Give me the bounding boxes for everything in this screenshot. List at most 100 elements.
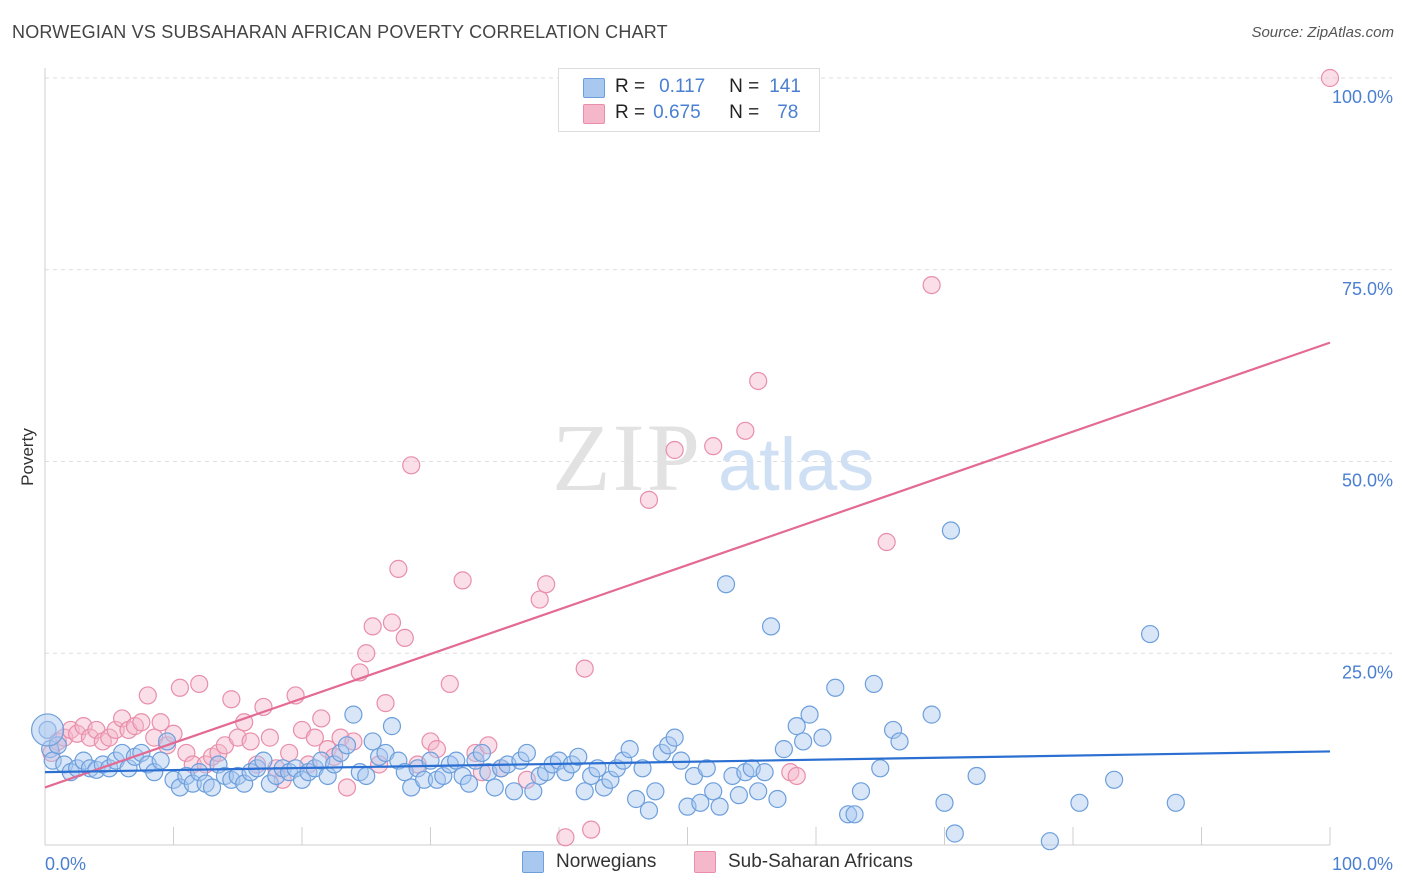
y-tick-label: 25.0%	[1342, 662, 1393, 682]
data-point	[1040, 832, 1059, 851]
data-point	[382, 717, 402, 736]
legend-label-sub-saharan: Sub-Saharan Africans	[728, 851, 913, 872]
data-point	[177, 743, 196, 763]
data-point	[691, 793, 710, 812]
data-point	[138, 686, 157, 705]
data-point	[485, 778, 504, 797]
data-point	[517, 743, 536, 763]
data-point	[736, 421, 755, 440]
data-point	[106, 720, 125, 740]
stats-legend: R = 0.117 N = 141 R = 0.675 N = 78	[558, 68, 820, 132]
data-point	[382, 613, 402, 632]
legend-item-sub-saharan[interactable]: Sub-Saharan Africans	[694, 851, 913, 873]
data-point	[453, 571, 472, 590]
y-tick-label: 75.0%	[1342, 279, 1393, 299]
data-point	[761, 617, 781, 636]
x-tick-label-min: 0.0%	[45, 854, 86, 874]
x-tick-label-max: 100.0%	[1332, 854, 1393, 874]
y-tick-label: 50.0%	[1342, 471, 1393, 491]
data-point	[325, 755, 344, 774]
data-point	[183, 774, 202, 793]
r-label: R =	[615, 102, 646, 123]
n-label: N =	[729, 76, 760, 97]
legend-label-norwegians: Norwegians	[556, 851, 657, 872]
data-point	[749, 782, 768, 801]
data-point	[524, 782, 543, 801]
data-point	[389, 559, 408, 578]
data-point	[768, 789, 787, 809]
data-point	[440, 674, 459, 694]
data-point	[1070, 793, 1089, 812]
data-point	[890, 732, 909, 751]
data-point	[504, 782, 524, 801]
data-point	[967, 766, 986, 786]
data-point	[871, 759, 890, 778]
data-point	[337, 736, 357, 755]
data-point	[569, 747, 588, 766]
data-point	[202, 778, 222, 797]
legend-swatch-norwegians	[522, 851, 544, 873]
data-point	[614, 751, 633, 770]
data-point	[575, 782, 594, 801]
data-point	[190, 674, 209, 694]
data-point	[620, 740, 639, 759]
chart-title: NORWEGIAN VS SUBSAHARAN AFRICAN POVERTY …	[12, 22, 668, 42]
stats-legend-row-sub-saharan: R = 0.675 N = 78	[583, 101, 799, 125]
data-point	[241, 732, 260, 751]
data-point	[845, 805, 864, 824]
data-point	[755, 763, 774, 782]
n-label: N =	[729, 102, 760, 123]
data-point	[787, 717, 806, 736]
data-point	[427, 740, 447, 759]
data-point	[132, 713, 151, 732]
data-point	[710, 797, 729, 816]
data-point	[697, 759, 716, 778]
data-point	[472, 743, 491, 763]
data-point	[389, 751, 408, 770]
data-point	[170, 678, 190, 697]
data-point	[344, 705, 363, 724]
data-point	[665, 440, 684, 460]
data-point	[716, 575, 736, 594]
data-point	[1140, 624, 1160, 644]
watermark-atlas: atlas	[718, 423, 874, 506]
data-point	[633, 759, 652, 778]
data-point	[1105, 770, 1124, 789]
data-point	[826, 678, 845, 697]
grid-lines	[45, 77, 1392, 654]
watermark-zip: ZIP	[552, 404, 702, 511]
data-point	[151, 751, 170, 770]
data-point	[626, 789, 646, 809]
data-point	[813, 728, 832, 747]
data-point	[787, 766, 806, 786]
data-point	[305, 728, 324, 747]
data-point	[556, 828, 575, 847]
data-point	[363, 617, 382, 636]
data-point	[376, 694, 395, 713]
trend-line-norwegians	[44, 750, 1331, 774]
data-point	[800, 705, 819, 724]
data-point	[704, 437, 723, 456]
y-axis-title: Poverty	[18, 428, 37, 486]
r-value: 0.675	[653, 102, 701, 123]
data-point	[839, 805, 858, 824]
data-point	[883, 720, 903, 740]
watermark: ZIP atlas	[552, 404, 874, 511]
legend-swatch-norwegians	[583, 78, 605, 98]
legend-item-norwegians[interactable]: Norwegians	[522, 851, 656, 873]
data-point	[337, 778, 357, 797]
data-point	[472, 763, 491, 782]
n-value: 141	[769, 76, 801, 97]
n-value: 78	[777, 102, 799, 123]
stats-legend-row-norwegians: R = 0.117 N = 141	[583, 75, 801, 99]
data-point	[395, 628, 414, 648]
data-point	[582, 820, 601, 839]
data-point	[877, 532, 896, 552]
legend-swatch-sub-saharan	[583, 104, 605, 124]
data-point	[639, 490, 659, 509]
data-point	[1166, 793, 1185, 812]
legend-swatch-sub-saharan	[694, 851, 716, 873]
data-point	[646, 782, 665, 801]
data-point	[864, 674, 883, 694]
